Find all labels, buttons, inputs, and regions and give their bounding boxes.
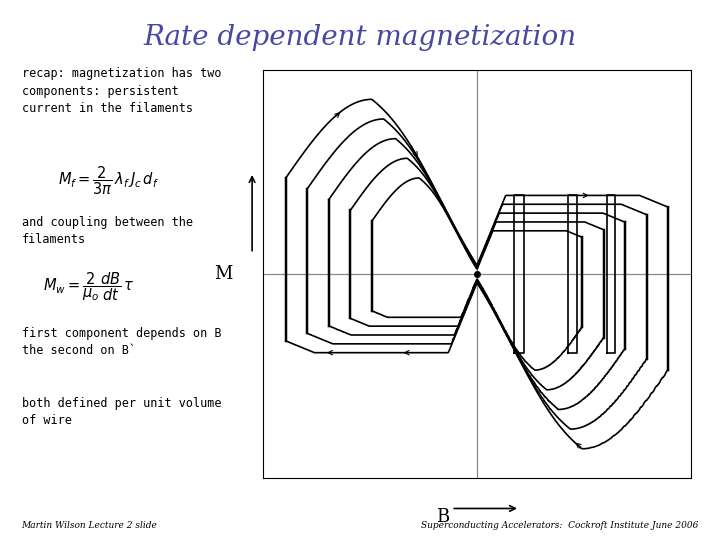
- Text: M: M: [215, 265, 233, 283]
- Text: B: B: [436, 509, 449, 526]
- Text: $M_w = \dfrac{2}{\mu_o}\dfrac{dB}{dt}\,\tau$: $M_w = \dfrac{2}{\mu_o}\dfrac{dB}{dt}\,\…: [43, 270, 135, 302]
- Text: recap: magnetization has two
components: persistent
current in the filaments: recap: magnetization has two components:…: [22, 68, 221, 114]
- Text: first component depends on B
the second on B`: first component depends on B the second …: [22, 327, 221, 357]
- Text: $M_f = \dfrac{2}{3\pi}\,\lambda_f\,J_c\,d_f$: $M_f = \dfrac{2}{3\pi}\,\lambda_f\,J_c\,…: [58, 165, 158, 197]
- Text: both defined per unit volume
of wire: both defined per unit volume of wire: [22, 397, 221, 427]
- Text: Rate dependent magnetization: Rate dependent magnetization: [143, 24, 577, 51]
- Text: and coupling between the
filaments: and coupling between the filaments: [22, 216, 193, 246]
- Text: Superconducting Accelerators:  Cockroft Institute June 2006: Superconducting Accelerators: Cockroft I…: [421, 521, 698, 530]
- Text: Martin Wilson Lecture 2 slide: Martin Wilson Lecture 2 slide: [22, 521, 158, 530]
